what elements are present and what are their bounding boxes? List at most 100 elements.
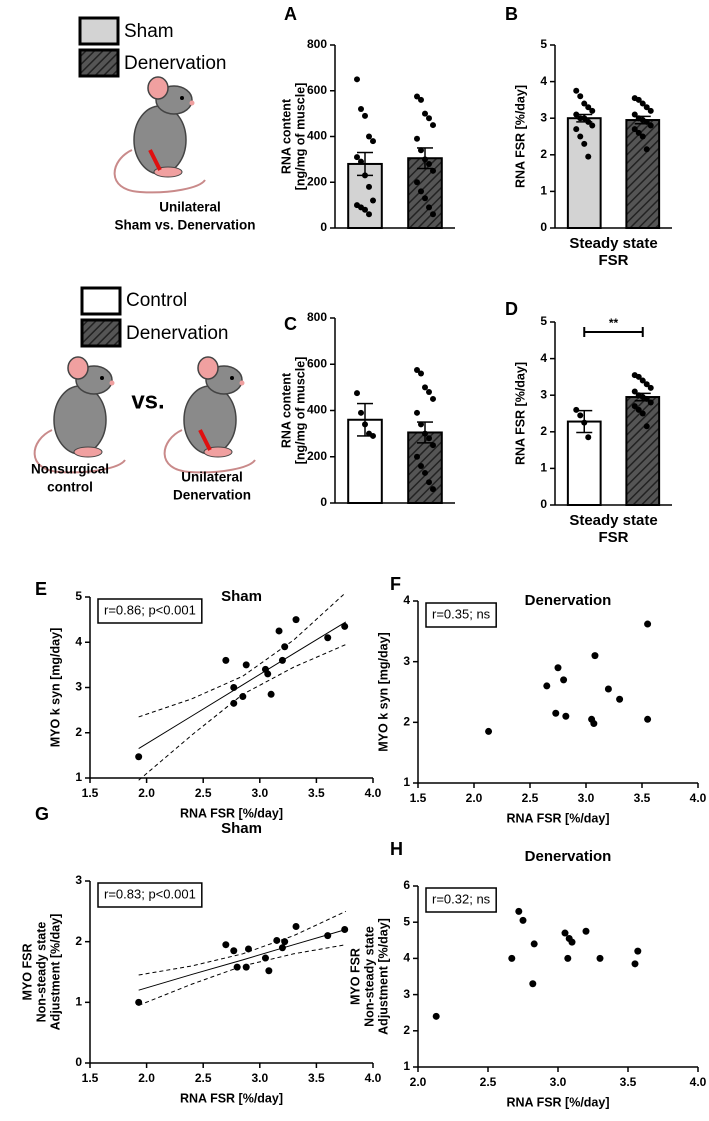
data-point xyxy=(275,627,283,635)
data-point xyxy=(414,179,420,186)
data-point xyxy=(418,463,424,469)
y-tick-label: 4 xyxy=(540,74,547,88)
data-point xyxy=(354,390,360,397)
data-point xyxy=(430,211,436,218)
data-point xyxy=(554,664,562,672)
data-point xyxy=(366,133,372,140)
bar xyxy=(566,420,602,506)
legend-swatch xyxy=(78,16,120,46)
data-point xyxy=(585,104,592,111)
data-point xyxy=(362,112,368,119)
panel-letter: A xyxy=(284,4,297,24)
data-point xyxy=(591,652,599,660)
y-tick-label: 2 xyxy=(403,1023,410,1037)
data-point xyxy=(582,927,590,935)
y-tick-label: 4 xyxy=(403,951,410,965)
data-point xyxy=(418,96,424,103)
data-point xyxy=(430,442,436,449)
legend-swatch xyxy=(80,286,122,316)
data-point xyxy=(647,384,654,391)
y-tick-label: 3 xyxy=(540,110,547,124)
x-axis-label: FSR xyxy=(599,529,629,546)
panel-letter: H xyxy=(390,839,403,859)
annotation: r=0.86; p<0.001 xyxy=(104,602,196,617)
data-point xyxy=(634,947,642,955)
fit-line xyxy=(138,929,346,991)
data-point xyxy=(643,118,650,125)
data-point xyxy=(426,160,432,167)
chart-title: Denervation xyxy=(525,848,612,865)
y-tick-label: 6 xyxy=(403,878,410,892)
data-point xyxy=(426,204,432,211)
data-point xyxy=(230,699,238,707)
panel-letter: E xyxy=(35,579,47,599)
data-point xyxy=(577,133,584,140)
x-tick-label: 4.0 xyxy=(690,1075,707,1089)
data-point xyxy=(422,156,428,163)
y-tick-label: 4 xyxy=(403,593,410,607)
legend-label: Sham xyxy=(124,21,174,42)
legend-swatch xyxy=(80,318,122,348)
data-point xyxy=(508,954,516,962)
y-tick-label: 0 xyxy=(320,220,327,234)
data-point xyxy=(561,929,569,937)
y-tick-label: 400 xyxy=(307,129,327,143)
data-point xyxy=(577,412,584,419)
data-point xyxy=(631,111,638,118)
data-point xyxy=(530,940,538,948)
data-point xyxy=(414,93,420,100)
data-point xyxy=(631,126,638,133)
annotation-box xyxy=(97,598,203,624)
data-point xyxy=(281,643,289,651)
x-tick-label: 3.0 xyxy=(251,1071,268,1085)
legend-swatch xyxy=(78,48,120,78)
data-point xyxy=(422,430,428,437)
y-tick-label: 400 xyxy=(307,403,327,417)
data-point xyxy=(562,712,570,720)
data-point xyxy=(426,115,432,122)
data-point xyxy=(370,138,376,145)
y-tick-label: 0 xyxy=(75,1055,82,1069)
data-point xyxy=(362,172,368,179)
data-point xyxy=(635,373,642,380)
panel-letter: F xyxy=(390,574,401,594)
data-point xyxy=(543,682,551,690)
y-tick-label: 4 xyxy=(75,634,82,648)
data-point xyxy=(635,406,642,413)
legend-label: Denervation xyxy=(124,53,226,74)
data-point xyxy=(644,620,652,628)
data-point xyxy=(230,684,238,691)
x-tick-label: 3.0 xyxy=(251,786,268,800)
ci-lower xyxy=(138,944,346,1006)
data-point xyxy=(273,936,281,944)
caption: Denervation xyxy=(173,488,251,503)
y-tick-label: 4 xyxy=(540,351,547,365)
chart-title: Sham xyxy=(221,820,262,837)
data-point xyxy=(430,395,436,402)
data-point xyxy=(585,434,592,441)
data-point xyxy=(426,435,432,442)
x-tick-label: 3.5 xyxy=(308,1071,325,1085)
data-point xyxy=(647,122,654,129)
data-point xyxy=(370,432,376,439)
y-tick-label: 200 xyxy=(307,449,327,463)
denervation-marker xyxy=(198,429,212,451)
fit-line xyxy=(138,621,347,750)
data-point xyxy=(639,410,646,417)
x-tick-label: 2.5 xyxy=(195,786,212,800)
x-tick-label: 4.0 xyxy=(365,1071,382,1085)
data-point xyxy=(639,100,646,107)
data-point xyxy=(267,690,275,698)
x-axis-label: Steady state xyxy=(569,235,657,252)
x-tick-label: 4.0 xyxy=(365,786,382,800)
data-point xyxy=(422,195,428,202)
data-point xyxy=(414,453,420,460)
y-tick-label: 3 xyxy=(540,387,547,401)
data-point xyxy=(362,421,368,428)
data-point xyxy=(643,395,650,402)
data-point xyxy=(577,93,584,100)
data-point xyxy=(358,158,364,165)
panel-letter: B xyxy=(505,4,518,24)
data-point xyxy=(261,954,269,962)
data-point xyxy=(414,367,420,374)
